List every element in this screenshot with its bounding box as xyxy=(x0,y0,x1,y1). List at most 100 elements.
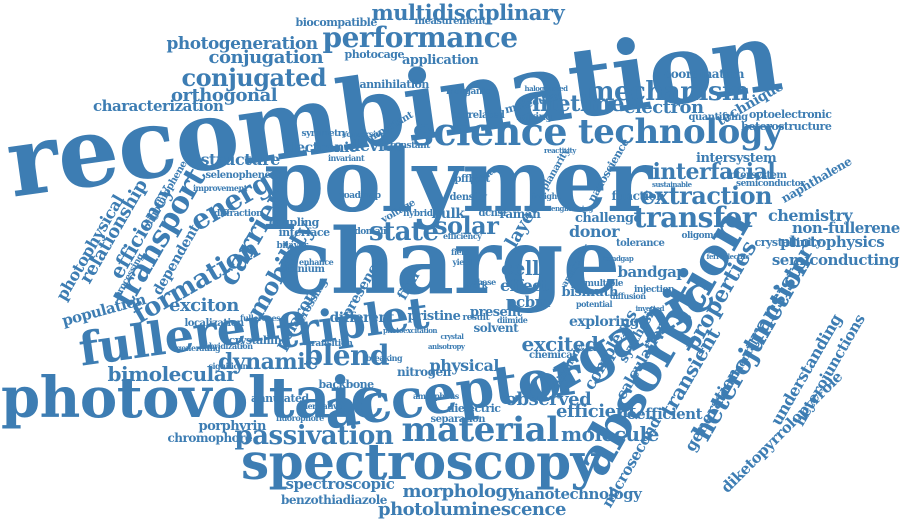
cloud-word: intersystem xyxy=(726,170,787,181)
cloud-word: breaking xyxy=(366,353,403,363)
cloud-word: reactivity xyxy=(544,145,576,155)
cloud-word: symmetry xyxy=(301,128,348,139)
cloud-word: passivation xyxy=(234,421,394,451)
cloud-word: solar xyxy=(434,211,499,240)
cloud-word: conjugation xyxy=(208,47,324,68)
cloud-word: engineering xyxy=(551,203,593,213)
cloud-word: oligomer xyxy=(681,230,724,241)
cloud-word: excited xyxy=(521,332,599,356)
cloud-word: technology xyxy=(578,112,783,152)
cloud-word: efficiency xyxy=(443,231,482,241)
cloud-word: halogenated xyxy=(524,83,569,93)
cloud-word: yield xyxy=(452,257,472,267)
cloud-word: diffraction xyxy=(214,208,263,219)
cloud-word: roadmap xyxy=(339,190,382,201)
cloud-word: diffusion xyxy=(610,291,646,301)
cloud-word: quantifying xyxy=(688,112,749,123)
cloud-word: science xyxy=(412,109,568,154)
cloud-word: pcbm xyxy=(506,292,550,311)
cloud-word: spectroscopy xyxy=(241,432,600,491)
cloud-word: efficient xyxy=(556,401,636,422)
cloud-word: transfer xyxy=(633,201,757,234)
cloud-word: semiconductor xyxy=(736,178,805,189)
cloud-word: diimide xyxy=(497,315,528,325)
cloud-word: bandgap xyxy=(617,262,687,281)
cloud-word: insight xyxy=(532,191,561,201)
cloud-word: multiple xyxy=(584,278,624,289)
cloud-word: orthogonal xyxy=(171,85,278,106)
cloud-word: transition xyxy=(307,338,353,349)
cloud-word: heterostructure xyxy=(741,119,832,133)
cloud-word: hybrid xyxy=(403,208,433,219)
cloud-word: interface xyxy=(278,225,331,239)
cloud-word: polymer xyxy=(264,131,652,232)
cloud-word: measurement xyxy=(414,16,487,27)
cloud-word: function xyxy=(611,189,665,203)
cloud-word: chemical xyxy=(529,350,576,361)
cloud-word: exploring xyxy=(569,314,639,330)
cloud-word: multidisciplinary xyxy=(371,0,565,25)
cloud-word: interfacial xyxy=(652,159,776,185)
cloud-word: electron xyxy=(624,97,704,118)
cloud-word: result xyxy=(462,312,490,323)
cloud-word: titanium xyxy=(280,264,325,275)
cloud-word: fullerenes xyxy=(240,313,281,323)
cloud-word: mechanism xyxy=(587,77,750,107)
cloud-word: selenophene xyxy=(205,170,271,181)
cloud-word: charge xyxy=(276,209,621,315)
cloud-word: present xyxy=(470,304,522,320)
cloud-word: generating xyxy=(176,343,221,353)
cloud-word: photoluminescence xyxy=(378,499,566,520)
cloud-word: photogeneration xyxy=(166,33,319,54)
cloud-word: invariant xyxy=(328,153,365,163)
cloud-word: backbone xyxy=(318,377,375,391)
cloud-word: pristine xyxy=(407,308,461,324)
cloud-word: inorganic xyxy=(446,86,490,97)
cloud-word: bimolecular xyxy=(107,362,237,386)
cloud-word: enhance xyxy=(299,257,334,267)
cloud-word: improvement xyxy=(193,183,247,193)
cloud-word: electronic xyxy=(283,140,357,156)
cloud-word: nitrogen xyxy=(397,365,451,379)
cloud-word: cell xyxy=(501,256,540,280)
cloud-word: bilayer xyxy=(276,240,309,251)
cloud-word: sustainable xyxy=(652,179,692,189)
cloud-word: tolerance xyxy=(616,238,665,249)
cloud-word: blend xyxy=(303,339,390,372)
cloud-word: device xyxy=(349,136,403,155)
cloud-word: field xyxy=(451,247,469,257)
cloud-word: dcnsi xyxy=(478,208,507,219)
cloud-word: bandgap xyxy=(603,253,634,263)
cloud-word: chromophore xyxy=(167,431,253,445)
cloud-word: constant xyxy=(390,140,430,151)
cloud-word: pffbt4t xyxy=(454,174,491,185)
cloud-word: photophysics xyxy=(780,232,885,251)
cloud-word: exciton xyxy=(169,295,239,316)
cloud-word: coupling xyxy=(269,215,319,229)
cloud-word: separation xyxy=(430,414,486,425)
cloud-word: non-fullerene xyxy=(792,218,900,237)
cloud-word: inverted xyxy=(635,303,665,313)
cloud-word: different xyxy=(329,310,395,326)
cloud-word: amorphous xyxy=(413,391,459,401)
cloud-word: bismuth xyxy=(561,284,619,300)
cloud-word: injection xyxy=(634,284,675,295)
cloud-word: mixing xyxy=(516,112,553,123)
cloud-word: annulated xyxy=(251,391,309,405)
cloud-word: molecule xyxy=(561,422,659,446)
cloud-word: effect xyxy=(500,276,549,295)
cloud-word: crystal xyxy=(440,331,464,341)
cloud-word: nanotechnology xyxy=(514,484,642,503)
cloud-word: phase xyxy=(472,277,496,287)
cloud-word: dielectric xyxy=(447,401,501,415)
cloud-word: conjugated xyxy=(181,63,327,92)
cloud-word: coefficient xyxy=(618,404,703,423)
cloud-word: derivative xyxy=(302,401,343,411)
cloud-word: state xyxy=(369,217,439,247)
cloud-word: photoexcitation xyxy=(383,325,438,335)
cloud-word: correlated xyxy=(451,110,505,121)
cloud-word: work xyxy=(464,280,488,291)
cloud-word: significant xyxy=(208,361,252,371)
cloud-word: challenge xyxy=(575,210,642,226)
cloud-word: lifetime xyxy=(532,91,624,117)
